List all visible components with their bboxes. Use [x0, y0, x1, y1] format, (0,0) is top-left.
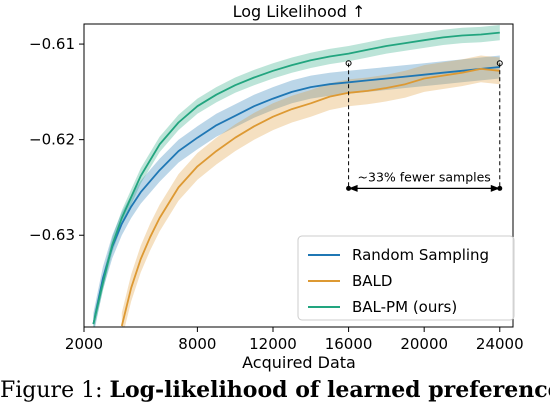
y-axis-ticks: −0.61 −0.62 −0.63 — [29, 35, 84, 244]
caption-prefix: Figure 1: — [0, 378, 110, 403]
chart-title: Log Likelihood ↑ — [233, 2, 366, 21]
line-random-sampling — [92, 66, 500, 325]
annotation-arrow-dot-left — [346, 185, 352, 191]
annotation-marker-left — [345, 60, 352, 67]
x-tick-label: 16000 — [325, 335, 373, 353]
x-axis-ticks: 2000 8000 12000 16000 20000 24000 — [65, 327, 524, 353]
x-tick-label: 12000 — [249, 335, 297, 353]
y-tick-label: −0.62 — [29, 131, 75, 149]
annotation-arrowhead-left — [348, 184, 358, 192]
x-axis-title: Acquired Data — [242, 353, 356, 372]
x-tick-label: 8000 — [178, 335, 216, 353]
line-bal-pm-ours — [92, 31, 500, 325]
y-tick-label: −0.61 — [29, 35, 75, 53]
line-chart: Log Likelihood ↑ ~33% fewer samples 2000… — [29, 2, 524, 372]
x-tick-label: 24000 — [476, 335, 524, 353]
legend-label-random-sampling: Random Sampling — [352, 246, 489, 264]
legend-label-bald: BALD — [352, 272, 392, 290]
annotation-marker-right — [496, 60, 503, 67]
annotation-arrow-dot-right — [497, 185, 503, 191]
legend: Random Sampling BALD BAL-PM (ours) — [297, 235, 515, 321]
x-tick-label: 2000 — [65, 335, 103, 353]
line-bald — [120, 68, 500, 327]
band-bald — [121, 55, 500, 327]
x-tick-label: 20000 — [400, 335, 448, 353]
annotation-arrowhead-right — [490, 184, 500, 192]
annotation-label: ~33% fewer samples — [358, 169, 491, 184]
series-lines — [92, 31, 500, 327]
annotation-layer: ~33% fewer samples — [345, 60, 503, 192]
legend-box — [297, 235, 515, 321]
confidence-bands — [93, 25, 500, 327]
legend-label-bal-pm-ours: BAL-PM (ours) — [352, 298, 457, 316]
y-tick-label: −0.63 — [29, 226, 75, 244]
caption-title: Log-likelihood of learned preference — [109, 377, 550, 403]
plot-frame — [83, 23, 514, 328]
figure-caption: Figure 1: Log-likelihood of learned pref… — [0, 372, 550, 408]
